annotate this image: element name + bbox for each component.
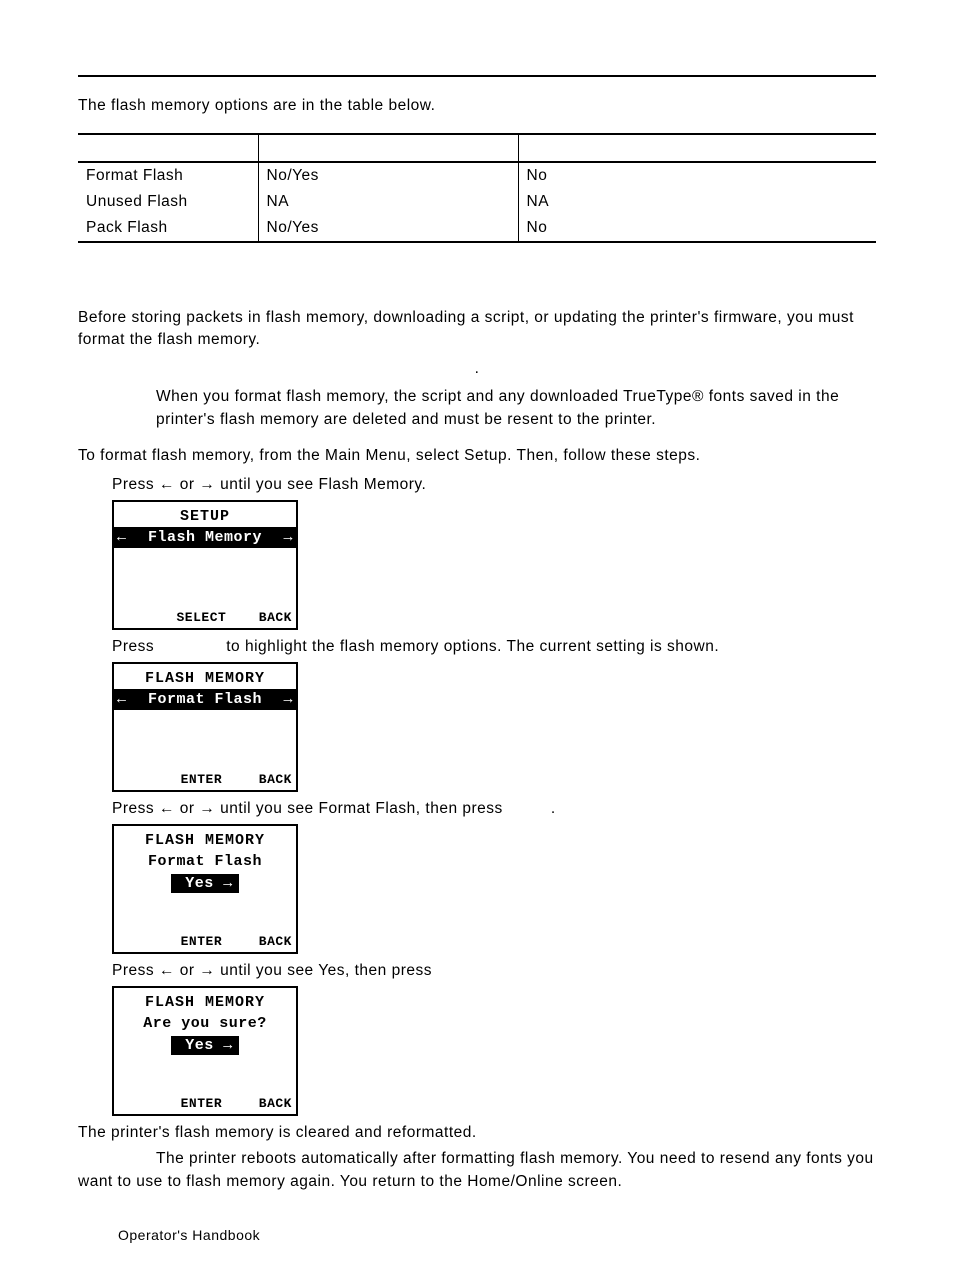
cell: Format Flash [78, 162, 258, 189]
cell: No [518, 162, 876, 189]
intro-text: The flash memory options are in the tabl… [78, 97, 876, 115]
cell: Pack Flash [78, 215, 258, 242]
screen-title: SETUP [114, 502, 296, 527]
softkey-left: SELECT [114, 610, 259, 625]
step-1-c: until you see Flash Memory. [215, 476, 426, 493]
arrow-left-icon: ← [159, 476, 175, 493]
table-row: Format Flash No/Yes No [78, 162, 876, 189]
softkey-row: ENTER BACK [114, 1096, 296, 1111]
arrow-right-icon: → [199, 962, 215, 979]
step-4-a: Press [112, 962, 159, 979]
step-3-d: . [551, 800, 556, 817]
step-4-c: until you see Yes, then press [215, 962, 432, 979]
arrow-right-icon: → [199, 800, 215, 817]
lcd-screen-flash-memory: FLASH MEMORY ← Format Flash → ENTER BACK [112, 662, 298, 792]
screen-pill: Yes → [171, 1036, 239, 1055]
screen-highlighted-row: ← Flash Memory → [114, 527, 296, 548]
softkey-right: BACK [259, 1096, 296, 1111]
step-1: Press ← or → until you see Flash Memory. [112, 476, 876, 494]
screen-title: FLASH MEMORY [114, 988, 296, 1013]
options-table: Format Flash No/Yes No Unused Flash NA N… [78, 133, 876, 243]
pill-label: Yes [185, 1037, 214, 1054]
table-header-row [78, 134, 876, 162]
screen-title: FLASH MEMORY [114, 664, 296, 689]
softkey-row: SELECT BACK [114, 610, 296, 625]
step-3: Press ← or → until you see Format Flash,… [112, 800, 876, 818]
screen-pill: Yes → [171, 874, 239, 893]
arrow-left-icon: ← [159, 962, 175, 979]
pill-arrow-right-icon: → [223, 1037, 233, 1054]
handbook-label: Operator's Handbook [118, 1227, 876, 1243]
arrow-right-icon: → [199, 476, 215, 493]
table-header-1 [78, 134, 258, 162]
step-2: Press to highlight the flash memory opti… [112, 638, 876, 656]
row-arrow-right-icon: → [283, 691, 293, 708]
step-2-b: to highlight the flash memory options. T… [221, 638, 719, 655]
lcd-screen-confirm: FLASH MEMORY Are you sure? Yes → ENTER B… [112, 986, 298, 1116]
softkey-left: ENTER [114, 934, 259, 949]
step-1-b: or [175, 476, 199, 493]
row-label: Format Flash [148, 691, 262, 708]
cell: NA [258, 189, 518, 215]
lcd-screen-setup: SETUP ← Flash Memory → SELECT BACK [112, 500, 298, 630]
row-label: Flash Memory [148, 529, 262, 546]
row-arrow-right-icon: → [283, 529, 293, 546]
lcd-screen-format-flash: FLASH MEMORY Format Flash Yes → ENTER BA… [112, 824, 298, 954]
softkey-row: ENTER BACK [114, 934, 296, 949]
screen-highlighted-row: ← Format Flash → [114, 689, 296, 710]
note-format-warning: When you format flash memory, the script… [156, 386, 876, 431]
table-header-2 [258, 134, 518, 162]
cell: NA [518, 189, 876, 215]
cell: Unused Flash [78, 189, 258, 215]
step-2-a: Press [112, 638, 159, 655]
lone-dot: . [78, 358, 876, 380]
closing-2: The printer reboots automatically after … [78, 1148, 876, 1193]
table-row: Pack Flash No/Yes No [78, 215, 876, 242]
pill-arrow-right-icon: → [223, 875, 233, 892]
screen-title: FLASH MEMORY [114, 826, 296, 851]
row-arrow-left-icon: ← [117, 529, 127, 546]
arrow-left-icon: ← [159, 800, 175, 817]
softkey-left: ENTER [114, 772, 259, 787]
softkey-right: BACK [259, 772, 296, 787]
cell: No/Yes [258, 162, 518, 189]
screen-subtitle: Format Flash [114, 851, 296, 872]
step-3-c: until you see Format Flash, then press [215, 800, 507, 817]
row-arrow-left-icon: ← [117, 691, 127, 708]
table-header-3 [518, 134, 876, 162]
table-row: Unused Flash NA NA [78, 189, 876, 215]
step-1-a: Press [112, 476, 159, 493]
softkey-right: BACK [259, 610, 296, 625]
softkey-row: ENTER BACK [114, 772, 296, 787]
top-rule [78, 75, 876, 77]
step-4-b: or [175, 962, 199, 979]
cell: No/Yes [258, 215, 518, 242]
para-steps-lead: To format flash memory, from the Main Me… [78, 445, 876, 467]
softkey-right: BACK [259, 934, 296, 949]
step-3-a: Press [112, 800, 159, 817]
step-3-b: or [175, 800, 199, 817]
cell: No [518, 215, 876, 242]
para-format-intro: Before storing packets in flash memory, … [78, 307, 876, 352]
softkey-left: ENTER [114, 1096, 259, 1111]
screen-subtitle: Are you sure? [114, 1013, 296, 1034]
closing-1: The printer's flash memory is cleared an… [78, 1122, 876, 1144]
pill-label: Yes [185, 875, 214, 892]
step-4: Press ← or → until you see Yes, then pre… [112, 962, 876, 980]
